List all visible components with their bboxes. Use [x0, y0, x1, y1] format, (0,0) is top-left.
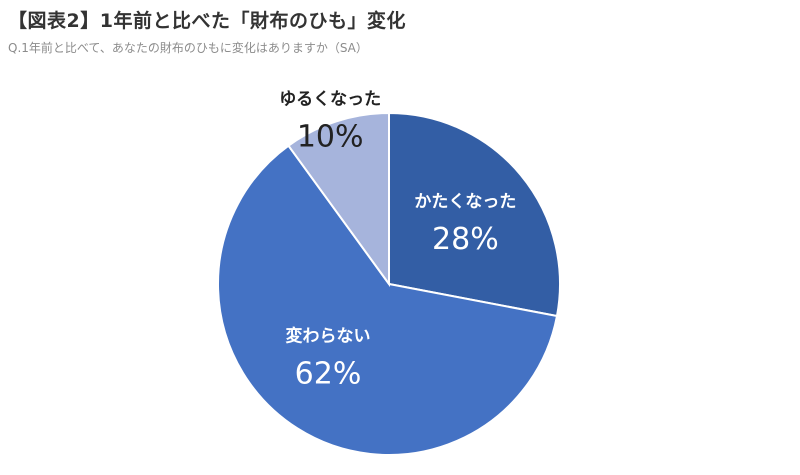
- slice-category-label: ゆるくなった: [279, 90, 381, 110]
- slice-value-label: 28%: [432, 222, 499, 257]
- slice-value-label: 10%: [297, 120, 364, 155]
- chart-question-subtitle: Q.1年前と比べて、あなたの財布のひもに変化はありますか（SA）: [8, 41, 368, 55]
- pie-labels: かたくなった 28% 変わらない 62% ゆるくなった 10%: [279, 90, 516, 392]
- slice-category-label: 変わらない: [286, 326, 371, 347]
- pie-slice: [388, 111, 561, 318]
- pie-slice: [287, 111, 390, 288]
- slice-category-label: かたくなった: [414, 192, 516, 212]
- pie-slice: [216, 144, 559, 457]
- pie-slices: [216, 111, 561, 457]
- slice-value-label: 62%: [295, 357, 362, 392]
- chart-title: 【図表2】1年前と比べた「財布のひも」変化: [8, 10, 406, 32]
